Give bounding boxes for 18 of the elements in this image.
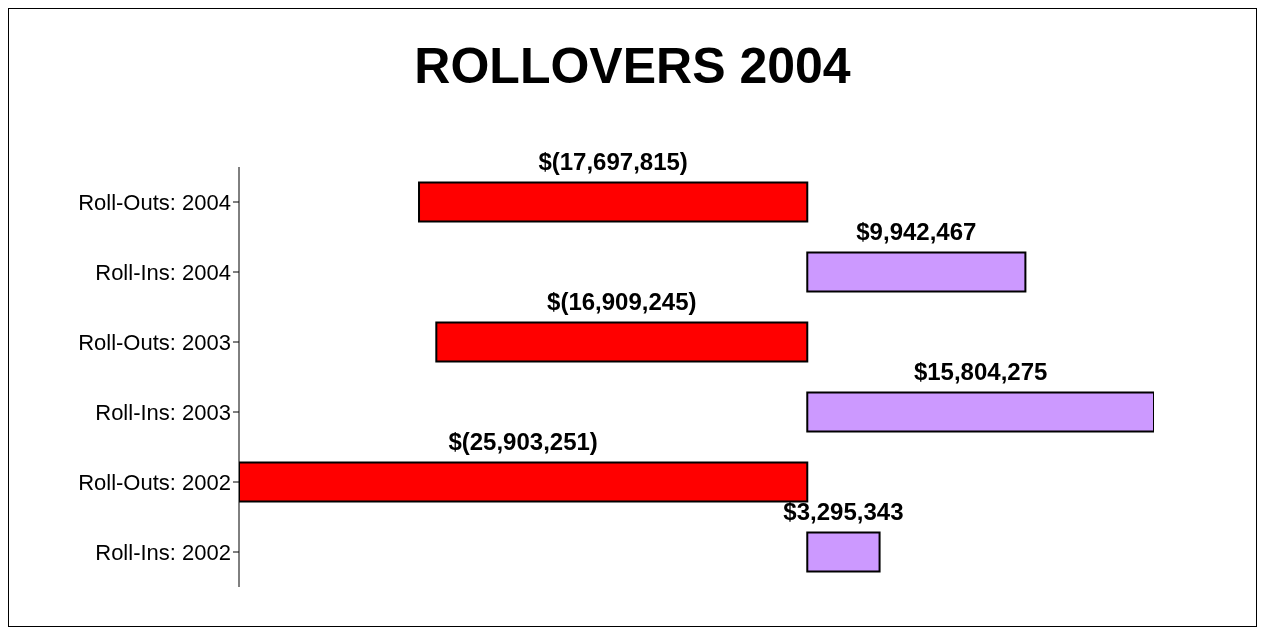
data-label: $(16,909,245) (547, 288, 697, 316)
y-tick-label: Roll-Outs: 2002 (78, 469, 231, 495)
y-tick-label: Roll-Ins: 2004 (95, 259, 231, 285)
data-label: $(17,697,815) (538, 148, 688, 176)
bar (806, 391, 1154, 433)
data-label: $9,942,467 (856, 218, 977, 246)
bar (806, 251, 1027, 293)
bar (435, 321, 809, 363)
bar (806, 531, 881, 573)
chart-title: ROLLOVERS 2004 (413, 37, 852, 96)
y-tick-label: Roll-Outs: 2004 (78, 189, 231, 215)
data-label: $3,295,343 (783, 498, 904, 526)
y-tick-label: Roll-Outs: 2003 (78, 329, 231, 355)
data-label: $(25,903,251) (448, 428, 598, 456)
data-label: $15,804,275 (913, 358, 1048, 386)
bar (418, 181, 809, 223)
y-tick-label: Roll-Ins: 2003 (95, 399, 231, 425)
y-tick-label: Roll-Ins: 2002 (95, 539, 231, 565)
